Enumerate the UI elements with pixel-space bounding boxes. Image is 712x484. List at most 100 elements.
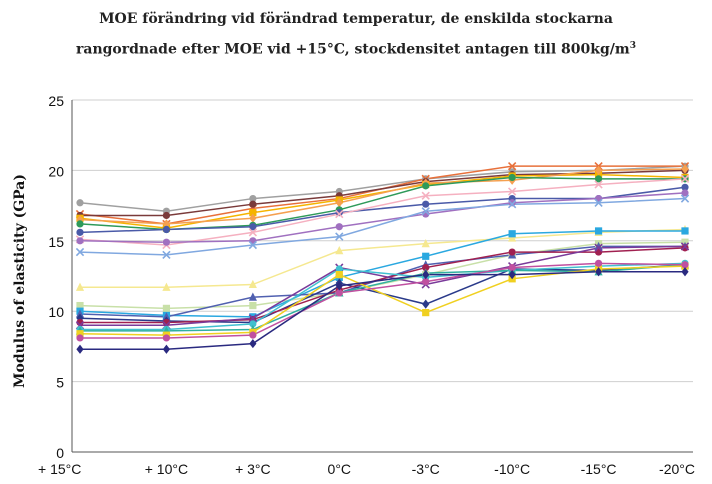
- data-point: [507, 187, 517, 196]
- y-tick-label: 25: [48, 93, 64, 109]
- data-point-stroke: [248, 228, 258, 237]
- data-point: [422, 252, 430, 260]
- data-point: [594, 175, 603, 183]
- data-point: [680, 174, 690, 184]
- data-point: [508, 230, 516, 238]
- data-point: [681, 164, 689, 174]
- series-line: [80, 228, 686, 289]
- series-line: [79, 178, 686, 246]
- data-point: [335, 209, 343, 217]
- data-point: [594, 165, 603, 175]
- chart-title: MOE förändring vid förändrad temperatur,…: [0, 6, 712, 64]
- series-line: [79, 265, 686, 336]
- data-point: [594, 198, 603, 207]
- data-point: [335, 232, 344, 241]
- data-point: [594, 267, 603, 277]
- data-point: [162, 312, 171, 321]
- data-point: [508, 233, 517, 242]
- series-markers-group: [76, 183, 689, 236]
- series-line: [79, 168, 686, 225]
- x-tick-label: + 10°C: [145, 461, 188, 477]
- data-point: [335, 289, 343, 297]
- y-tick-label: 5: [56, 375, 64, 391]
- data-point: [422, 269, 430, 280]
- gridlines: [72, 99, 693, 383]
- data-point-stroke: [507, 162, 517, 171]
- data-point: [76, 237, 84, 245]
- data-point: [162, 334, 171, 342]
- x-tick-label: -15°C: [581, 461, 617, 477]
- y-tick-labels: 0 5 10 15 20 25: [48, 93, 64, 461]
- data-point: [507, 162, 517, 171]
- data-point: [249, 213, 257, 223]
- data-point: [248, 279, 257, 289]
- data-point: [162, 282, 171, 291]
- data-point: [76, 215, 84, 225]
- chart-title-line-1: MOE förändring vid förändrad temperatur,…: [99, 11, 613, 27]
- chart-title-superscript: 3: [629, 41, 636, 51]
- data-point-stroke: [680, 174, 690, 184]
- data-point: [162, 219, 171, 229]
- data-point: [422, 309, 430, 317]
- data-point: [508, 173, 516, 182]
- data-point: [594, 180, 603, 189]
- data-point-stroke: [162, 250, 171, 260]
- data-point: [162, 211, 171, 220]
- data-point: [76, 313, 84, 323]
- series-line: [80, 262, 686, 331]
- data-point: [335, 223, 343, 231]
- data-point: [335, 281, 343, 291]
- series-markers-group: [76, 267, 689, 354]
- chart-title-line-2: rangordnade efter MOE vid +15°C, stockde…: [0, 33, 712, 64]
- series-line: [80, 169, 686, 217]
- axes: [71, 100, 693, 453]
- data-point: [76, 344, 84, 354]
- data-point: [422, 263, 430, 272]
- series-markers-group: [75, 194, 690, 260]
- data-point: [681, 244, 689, 252]
- series-line: [79, 165, 686, 212]
- x-tick-label: -20°C: [659, 461, 695, 477]
- data-point: [335, 198, 343, 208]
- data-point-stroke: [507, 187, 517, 196]
- data-point: [75, 309, 85, 318]
- data-point: [76, 199, 84, 207]
- data-point-stroke: [507, 200, 517, 209]
- data-point: [248, 292, 257, 301]
- data-point: [249, 223, 257, 231]
- series-line: [79, 186, 686, 234]
- y-tick-label: 0: [56, 445, 64, 461]
- x-tick-label: 0°C: [328, 461, 352, 477]
- data-point: [249, 209, 257, 217]
- data-point: [335, 246, 344, 255]
- data-point-stroke: [248, 240, 258, 250]
- data-point: [248, 228, 258, 237]
- x-tick-labels: + 15°C + 10°C + 3°C 0°C -3°C -10°C -15°C -20°C: [38, 461, 695, 477]
- data-point: [76, 334, 84, 342]
- data-point: [76, 301, 84, 310]
- data-point: [75, 247, 85, 257]
- data-point: [162, 344, 171, 354]
- x-tick-label: + 3°C: [235, 461, 271, 477]
- x-tick-label: -3°C: [412, 461, 440, 477]
- x-tick-label: -10°C: [494, 461, 530, 477]
- data-point: [249, 338, 257, 349]
- y-axis-label: Modulus of elasticity (GPa): [12, 174, 28, 388]
- data-point: [335, 270, 343, 279]
- data-point: [249, 200, 257, 208]
- data-point-stroke: [421, 207, 430, 216]
- data-point: [508, 263, 516, 272]
- data-point: [508, 248, 516, 256]
- data-point-stroke: [594, 180, 603, 189]
- data-point: [508, 199, 516, 207]
- data-point: [681, 261, 689, 269]
- series-line: [80, 271, 685, 350]
- data-point: [594, 243, 603, 253]
- series-markers-group: [76, 259, 689, 342]
- data-point: [249, 301, 257, 310]
- data-point: [162, 238, 171, 246]
- data-point: [76, 220, 84, 228]
- data-point-stroke: [248, 314, 258, 323]
- data-point-stroke: [75, 247, 85, 257]
- data-point: [248, 240, 258, 250]
